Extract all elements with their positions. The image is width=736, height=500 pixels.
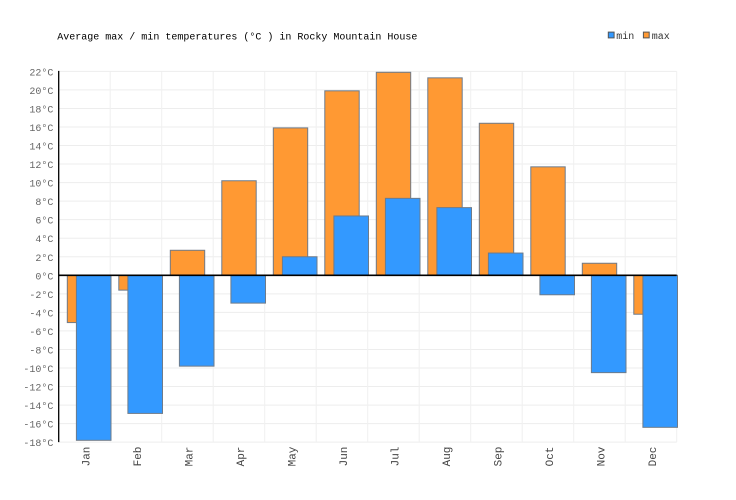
svg-text:Mar: Mar — [184, 447, 196, 467]
svg-text:Oct: Oct — [545, 447, 557, 467]
svg-text:Nov: Nov — [596, 446, 608, 466]
svg-text:-8°C: -8°C — [29, 345, 53, 357]
svg-text:Feb: Feb — [133, 447, 145, 467]
svg-text:-6°C: -6°C — [29, 327, 53, 339]
svg-text:Sep: Sep — [493, 447, 505, 467]
svg-text:10°C: 10°C — [29, 179, 53, 191]
svg-text:-14°C: -14°C — [23, 401, 53, 413]
svg-text:12°C: 12°C — [29, 160, 53, 172]
svg-text:-12°C: -12°C — [23, 383, 53, 395]
svg-text:6°C: 6°C — [35, 216, 53, 228]
svg-text:Dec: Dec — [648, 447, 660, 467]
svg-text:Aug: Aug — [442, 447, 454, 467]
svg-text:-2°C: -2°C — [29, 290, 53, 302]
svg-text:-4°C: -4°C — [29, 308, 53, 320]
svg-text:Average max / min temperatures: Average max / min temperatures (°C ) in … — [57, 32, 417, 44]
svg-text:min: min — [616, 31, 634, 43]
svg-text:Jun: Jun — [339, 447, 351, 467]
svg-text:2°C: 2°C — [35, 253, 53, 265]
svg-text:May: May — [287, 446, 299, 466]
svg-text:Jul: Jul — [390, 447, 402, 467]
svg-text:Jan: Jan — [81, 447, 93, 467]
svg-text:18°C: 18°C — [29, 104, 53, 116]
svg-text:-18°C: -18°C — [23, 438, 53, 450]
svg-text:max: max — [652, 32, 670, 43]
svg-text:22°C: 22°C — [29, 67, 53, 79]
svg-text:4°C: 4°C — [35, 234, 53, 246]
svg-text:16°C: 16°C — [29, 123, 53, 135]
svg-text:Apr: Apr — [236, 447, 248, 467]
svg-text:-16°C: -16°C — [23, 420, 53, 432]
svg-text:-10°C: -10°C — [23, 364, 53, 376]
svg-text:8°C: 8°C — [35, 197, 53, 209]
svg-text:0°C: 0°C — [35, 271, 53, 283]
svg-text:14°C: 14°C — [29, 142, 53, 154]
svg-text:20°C: 20°C — [29, 86, 53, 98]
